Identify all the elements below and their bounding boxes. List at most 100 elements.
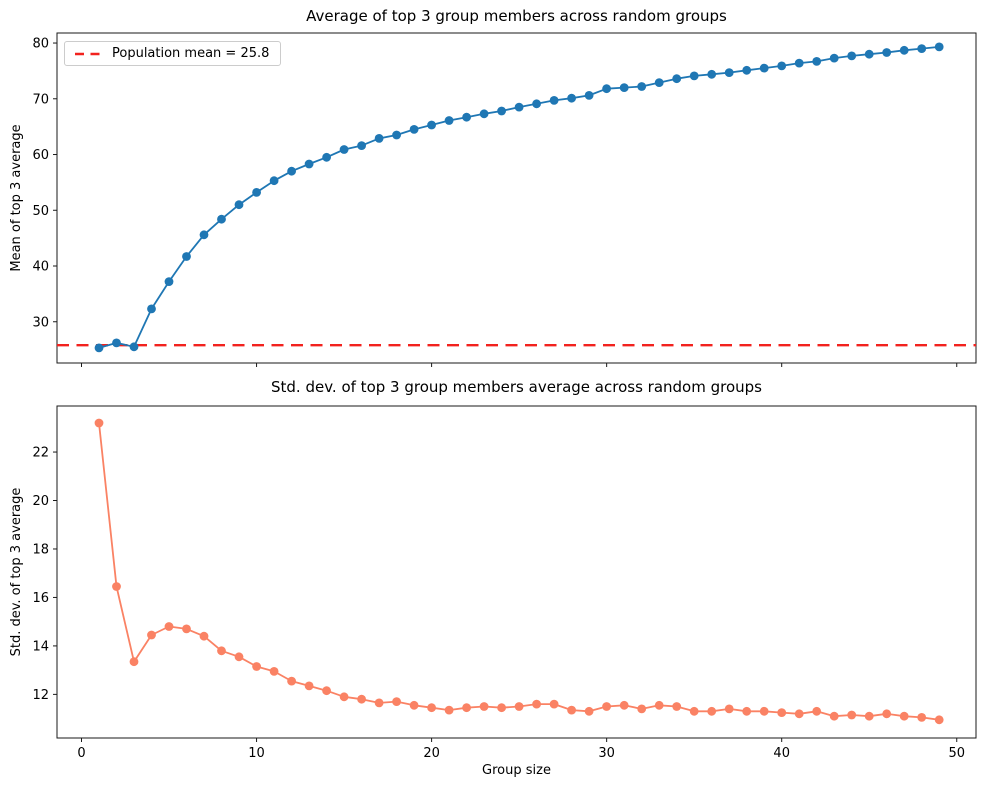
data-point	[829, 711, 839, 721]
series-line	[98, 46, 940, 349]
y-tick-label: 18	[32, 542, 49, 557]
data-point	[654, 700, 664, 710]
data-point	[882, 709, 892, 719]
data-point	[94, 343, 104, 353]
data-point	[619, 700, 629, 710]
data-point	[724, 68, 734, 77]
data-point	[689, 706, 699, 716]
chart1: 30 40 50 60 70 80	[32, 32, 977, 367]
data-point	[637, 704, 647, 714]
data-point	[934, 715, 944, 725]
data-point	[532, 99, 541, 109]
y-tick-label: 60	[32, 148, 49, 163]
data-point	[777, 61, 787, 71]
data-point	[164, 622, 174, 631]
data-point	[357, 141, 366, 151]
data-point	[182, 252, 191, 261]
data-point	[794, 58, 804, 68]
data-point	[427, 703, 436, 713]
x-tick-label: 10	[248, 746, 265, 761]
data-point	[567, 93, 576, 103]
data-point	[497, 106, 506, 116]
chart2-title: Std. dev. of top 3 group members average…	[271, 378, 762, 396]
data-point	[339, 692, 349, 702]
data-point	[882, 48, 892, 57]
data-point	[182, 624, 191, 634]
legend-label: Population mean = 25.8	[112, 46, 270, 61]
data-point	[829, 53, 839, 63]
data-point	[269, 176, 279, 186]
data-point	[304, 159, 314, 169]
data-point	[637, 82, 647, 91]
y-tick-label: 12	[32, 688, 49, 703]
chart2-y-axis-label: Std. dev. of top 3 average	[9, 487, 24, 657]
data-point	[619, 83, 629, 92]
data-point	[287, 166, 296, 176]
data-point	[567, 705, 576, 715]
data-point	[374, 134, 384, 143]
data-point	[672, 702, 682, 711]
data-point	[409, 700, 419, 710]
data-point	[217, 646, 226, 656]
x-tick-label: 20	[423, 746, 440, 761]
data-point	[759, 706, 769, 716]
data-point	[707, 706, 717, 716]
data-point	[269, 667, 279, 676]
data-point	[322, 152, 331, 162]
chart2: 0 10 20 30 40 50 12 14 16 18 20 22	[32, 405, 977, 761]
data-point	[707, 69, 717, 79]
data-point	[497, 703, 506, 713]
data-point	[602, 84, 611, 94]
data-point	[864, 711, 874, 721]
data-point	[549, 96, 559, 105]
data-point	[864, 49, 874, 59]
data-point	[112, 338, 121, 348]
data-point	[252, 188, 261, 197]
data-point	[584, 706, 594, 716]
y-tick-label: 80	[32, 37, 49, 52]
data-point	[514, 702, 524, 711]
data-point	[164, 277, 174, 286]
data-point	[812, 57, 822, 66]
y-tick-label: 40	[32, 260, 49, 275]
data-point	[427, 120, 436, 130]
data-point	[94, 418, 104, 428]
data-point	[549, 699, 559, 709]
data-point	[339, 145, 349, 154]
data-point	[602, 702, 611, 711]
x-tick-label: 0	[77, 746, 85, 761]
y-tick-label: 50	[32, 204, 49, 219]
data-point	[199, 230, 209, 240]
data-point	[479, 109, 489, 119]
data-point	[917, 713, 927, 722]
data-point	[759, 63, 769, 73]
data-point	[689, 71, 699, 81]
data-point	[112, 582, 121, 591]
data-point	[899, 711, 909, 721]
data-point	[899, 45, 909, 55]
y-tick-label: 30	[32, 315, 49, 330]
chart1-y-axis-label: Mean of top 3 average	[9, 124, 24, 272]
data-point	[252, 662, 261, 671]
plot-border	[56, 32, 977, 364]
data-point	[514, 102, 524, 112]
data-point	[742, 65, 752, 75]
data-point	[444, 705, 454, 715]
data-point	[847, 710, 857, 720]
series-markers	[94, 418, 944, 725]
y-tick-label: 20	[32, 494, 49, 509]
data-point	[374, 698, 384, 708]
data-point	[217, 214, 226, 224]
data-point	[234, 200, 244, 210]
x-tick-label: 40	[773, 746, 790, 761]
data-point	[409, 124, 419, 134]
data-point	[444, 116, 454, 125]
y-tick-label: 14	[32, 639, 49, 654]
data-point	[847, 51, 857, 61]
data-point	[917, 44, 927, 53]
data-point	[742, 706, 752, 716]
x-tick-label: 50	[948, 746, 965, 761]
x-axis-label: Group size	[482, 763, 551, 778]
data-point	[794, 709, 804, 719]
